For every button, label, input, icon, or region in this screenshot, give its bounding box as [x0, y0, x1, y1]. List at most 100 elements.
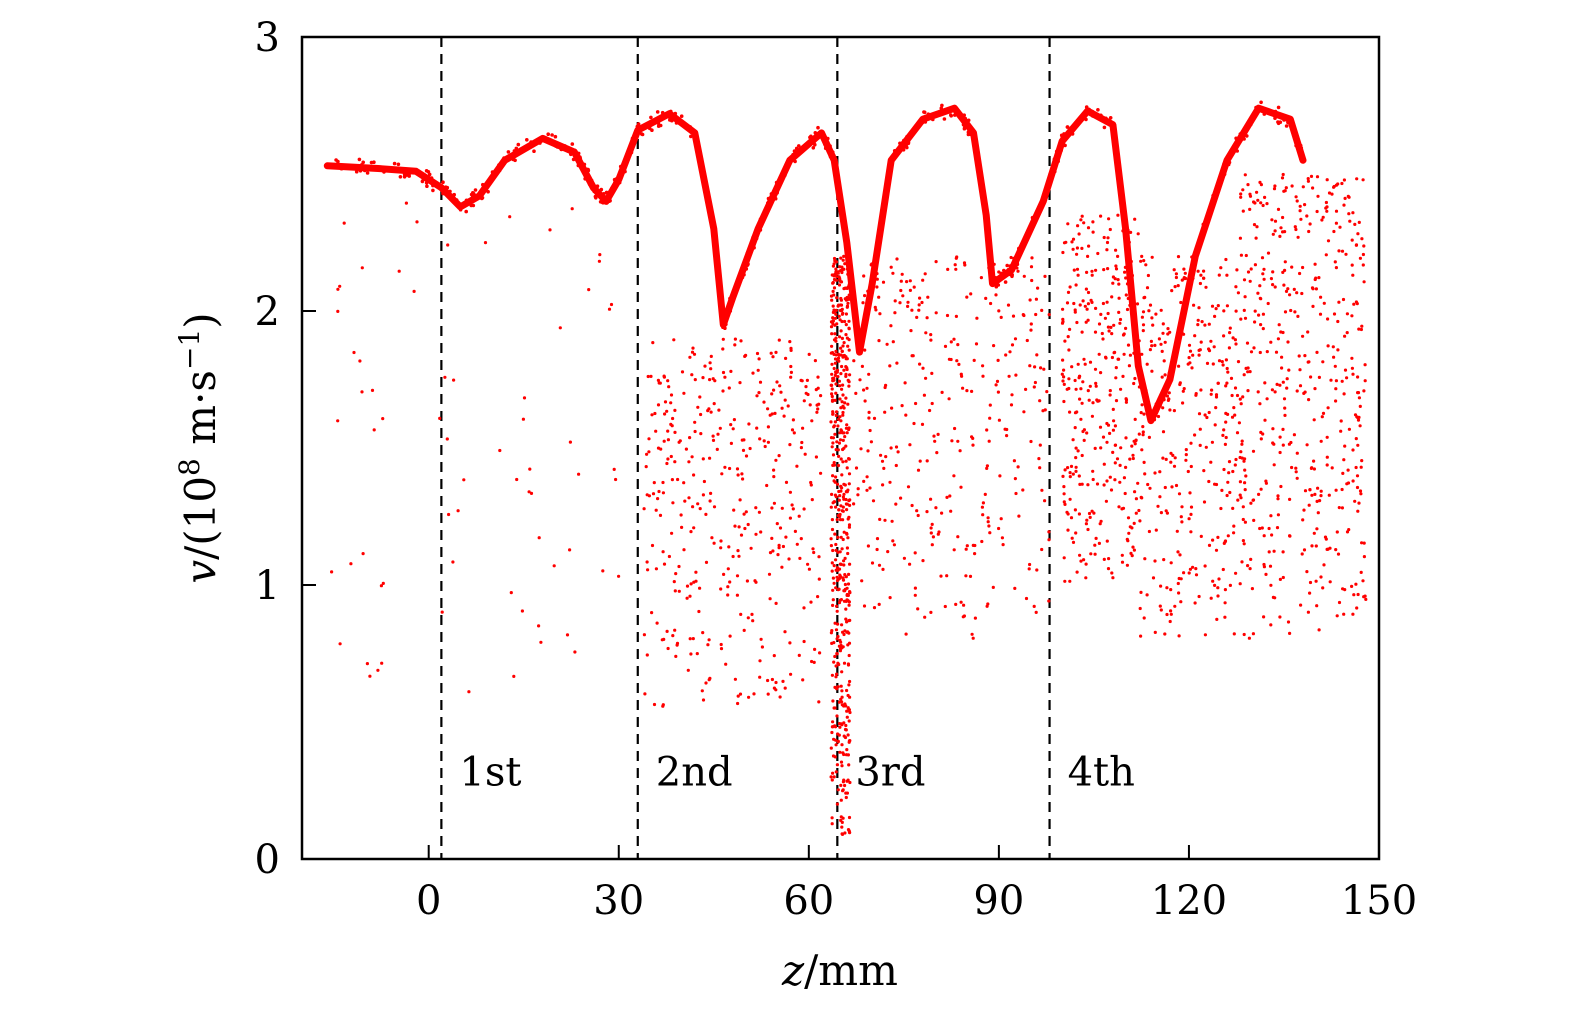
scatter-point	[443, 375, 447, 379]
scatter-point	[1357, 327, 1361, 331]
band-point	[982, 202, 986, 206]
band-point	[1137, 370, 1142, 375]
scatter-point	[1314, 579, 1318, 583]
scatter-point	[1259, 201, 1263, 205]
scatter-point	[768, 597, 772, 601]
scatter-point	[1234, 457, 1238, 462]
scatter-point	[799, 446, 804, 450]
scatter-point	[1285, 386, 1289, 390]
scatter-point	[1004, 353, 1008, 357]
scatter-point	[1127, 268, 1131, 272]
scatter-point	[1071, 540, 1076, 545]
scatter-point	[1204, 285, 1208, 289]
band-point	[816, 132, 820, 136]
scatter-point	[1340, 487, 1344, 492]
scatter-point	[1294, 195, 1298, 199]
scatter-point	[891, 340, 895, 344]
scatter-point	[1259, 323, 1263, 327]
band-point	[1175, 337, 1180, 342]
scatter-point	[838, 638, 842, 642]
scatter-point	[1342, 612, 1346, 616]
band-point	[746, 262, 750, 266]
scatter-point	[733, 524, 737, 528]
scatter-point	[1029, 439, 1033, 444]
scatter-point	[509, 591, 513, 595]
scatter-point	[1252, 346, 1256, 350]
scatter-point	[829, 383, 833, 387]
scatter-point	[834, 267, 838, 271]
scatter-point	[830, 362, 834, 366]
scatter-point	[1210, 388, 1214, 392]
scatter-point	[832, 424, 837, 428]
scatter-point	[1239, 253, 1243, 257]
scatter-point	[1161, 430, 1166, 434]
band-point	[906, 141, 911, 146]
scatter-point	[642, 633, 647, 637]
scatter-point	[744, 454, 749, 458]
band-point	[880, 210, 884, 214]
scatter-point	[696, 405, 700, 409]
scatter-point	[1060, 372, 1064, 376]
band-point	[843, 228, 848, 233]
scatter-point	[1247, 636, 1251, 640]
scatter-point	[736, 694, 740, 698]
scatter-point	[1118, 480, 1122, 484]
scatter-point	[381, 581, 385, 586]
scatter-point	[1281, 215, 1285, 220]
scatter-point	[1137, 339, 1141, 343]
scatter-point	[1308, 580, 1313, 585]
scatter-point	[1104, 355, 1108, 359]
scatter-point	[1182, 571, 1186, 575]
scatter-point	[663, 412, 667, 416]
scatter-point	[1325, 178, 1329, 182]
band-point	[1065, 125, 1070, 129]
scatter-point	[788, 641, 792, 645]
scatter-point	[1224, 257, 1228, 262]
band-point	[755, 229, 759, 234]
scatter-point	[1159, 510, 1163, 515]
scatter-point	[807, 352, 811, 356]
scatter-point	[1133, 417, 1137, 421]
band-point	[731, 297, 735, 301]
scatter-point	[1038, 443, 1042, 447]
scatter-point	[1251, 632, 1255, 636]
scatter-point	[1288, 293, 1292, 297]
band-point	[740, 270, 744, 275]
scatter-point	[661, 491, 666, 495]
scatter-point	[830, 351, 835, 355]
scatter-point	[833, 357, 838, 361]
scatter-point	[677, 589, 681, 593]
scatter-point	[841, 413, 845, 417]
scatter-point	[733, 337, 738, 341]
scatter-point	[1132, 548, 1136, 552]
band-point	[860, 340, 865, 345]
scatter-point	[1302, 548, 1307, 552]
scatter-point	[1362, 555, 1366, 559]
scatter-point	[1032, 604, 1036, 609]
scatter-point	[838, 750, 842, 754]
scatter-point	[848, 780, 852, 785]
scatter-point	[1078, 482, 1082, 486]
scatter-point	[1270, 218, 1274, 222]
band-point	[901, 148, 906, 152]
scatter-point	[1075, 570, 1079, 574]
scatter-point	[878, 312, 882, 316]
band-point	[525, 138, 529, 142]
scatter-point	[1153, 559, 1157, 563]
band-point	[611, 187, 615, 192]
scatter-point	[1281, 330, 1285, 335]
scatter-point	[1105, 248, 1109, 252]
scatter-point	[935, 451, 939, 455]
scatter-point	[998, 474, 1002, 478]
scatter-point	[1329, 378, 1333, 382]
scatter-point	[1177, 591, 1181, 595]
scatter-point	[903, 381, 907, 385]
scatter-point	[862, 324, 866, 328]
scatter-point	[1294, 227, 1298, 232]
scatter-point	[1277, 323, 1281, 327]
scatter-point	[833, 398, 837, 402]
band-point	[1194, 251, 1198, 255]
scatter-point	[881, 483, 885, 487]
scatter-point	[846, 662, 851, 666]
scatter-point	[940, 511, 944, 515]
